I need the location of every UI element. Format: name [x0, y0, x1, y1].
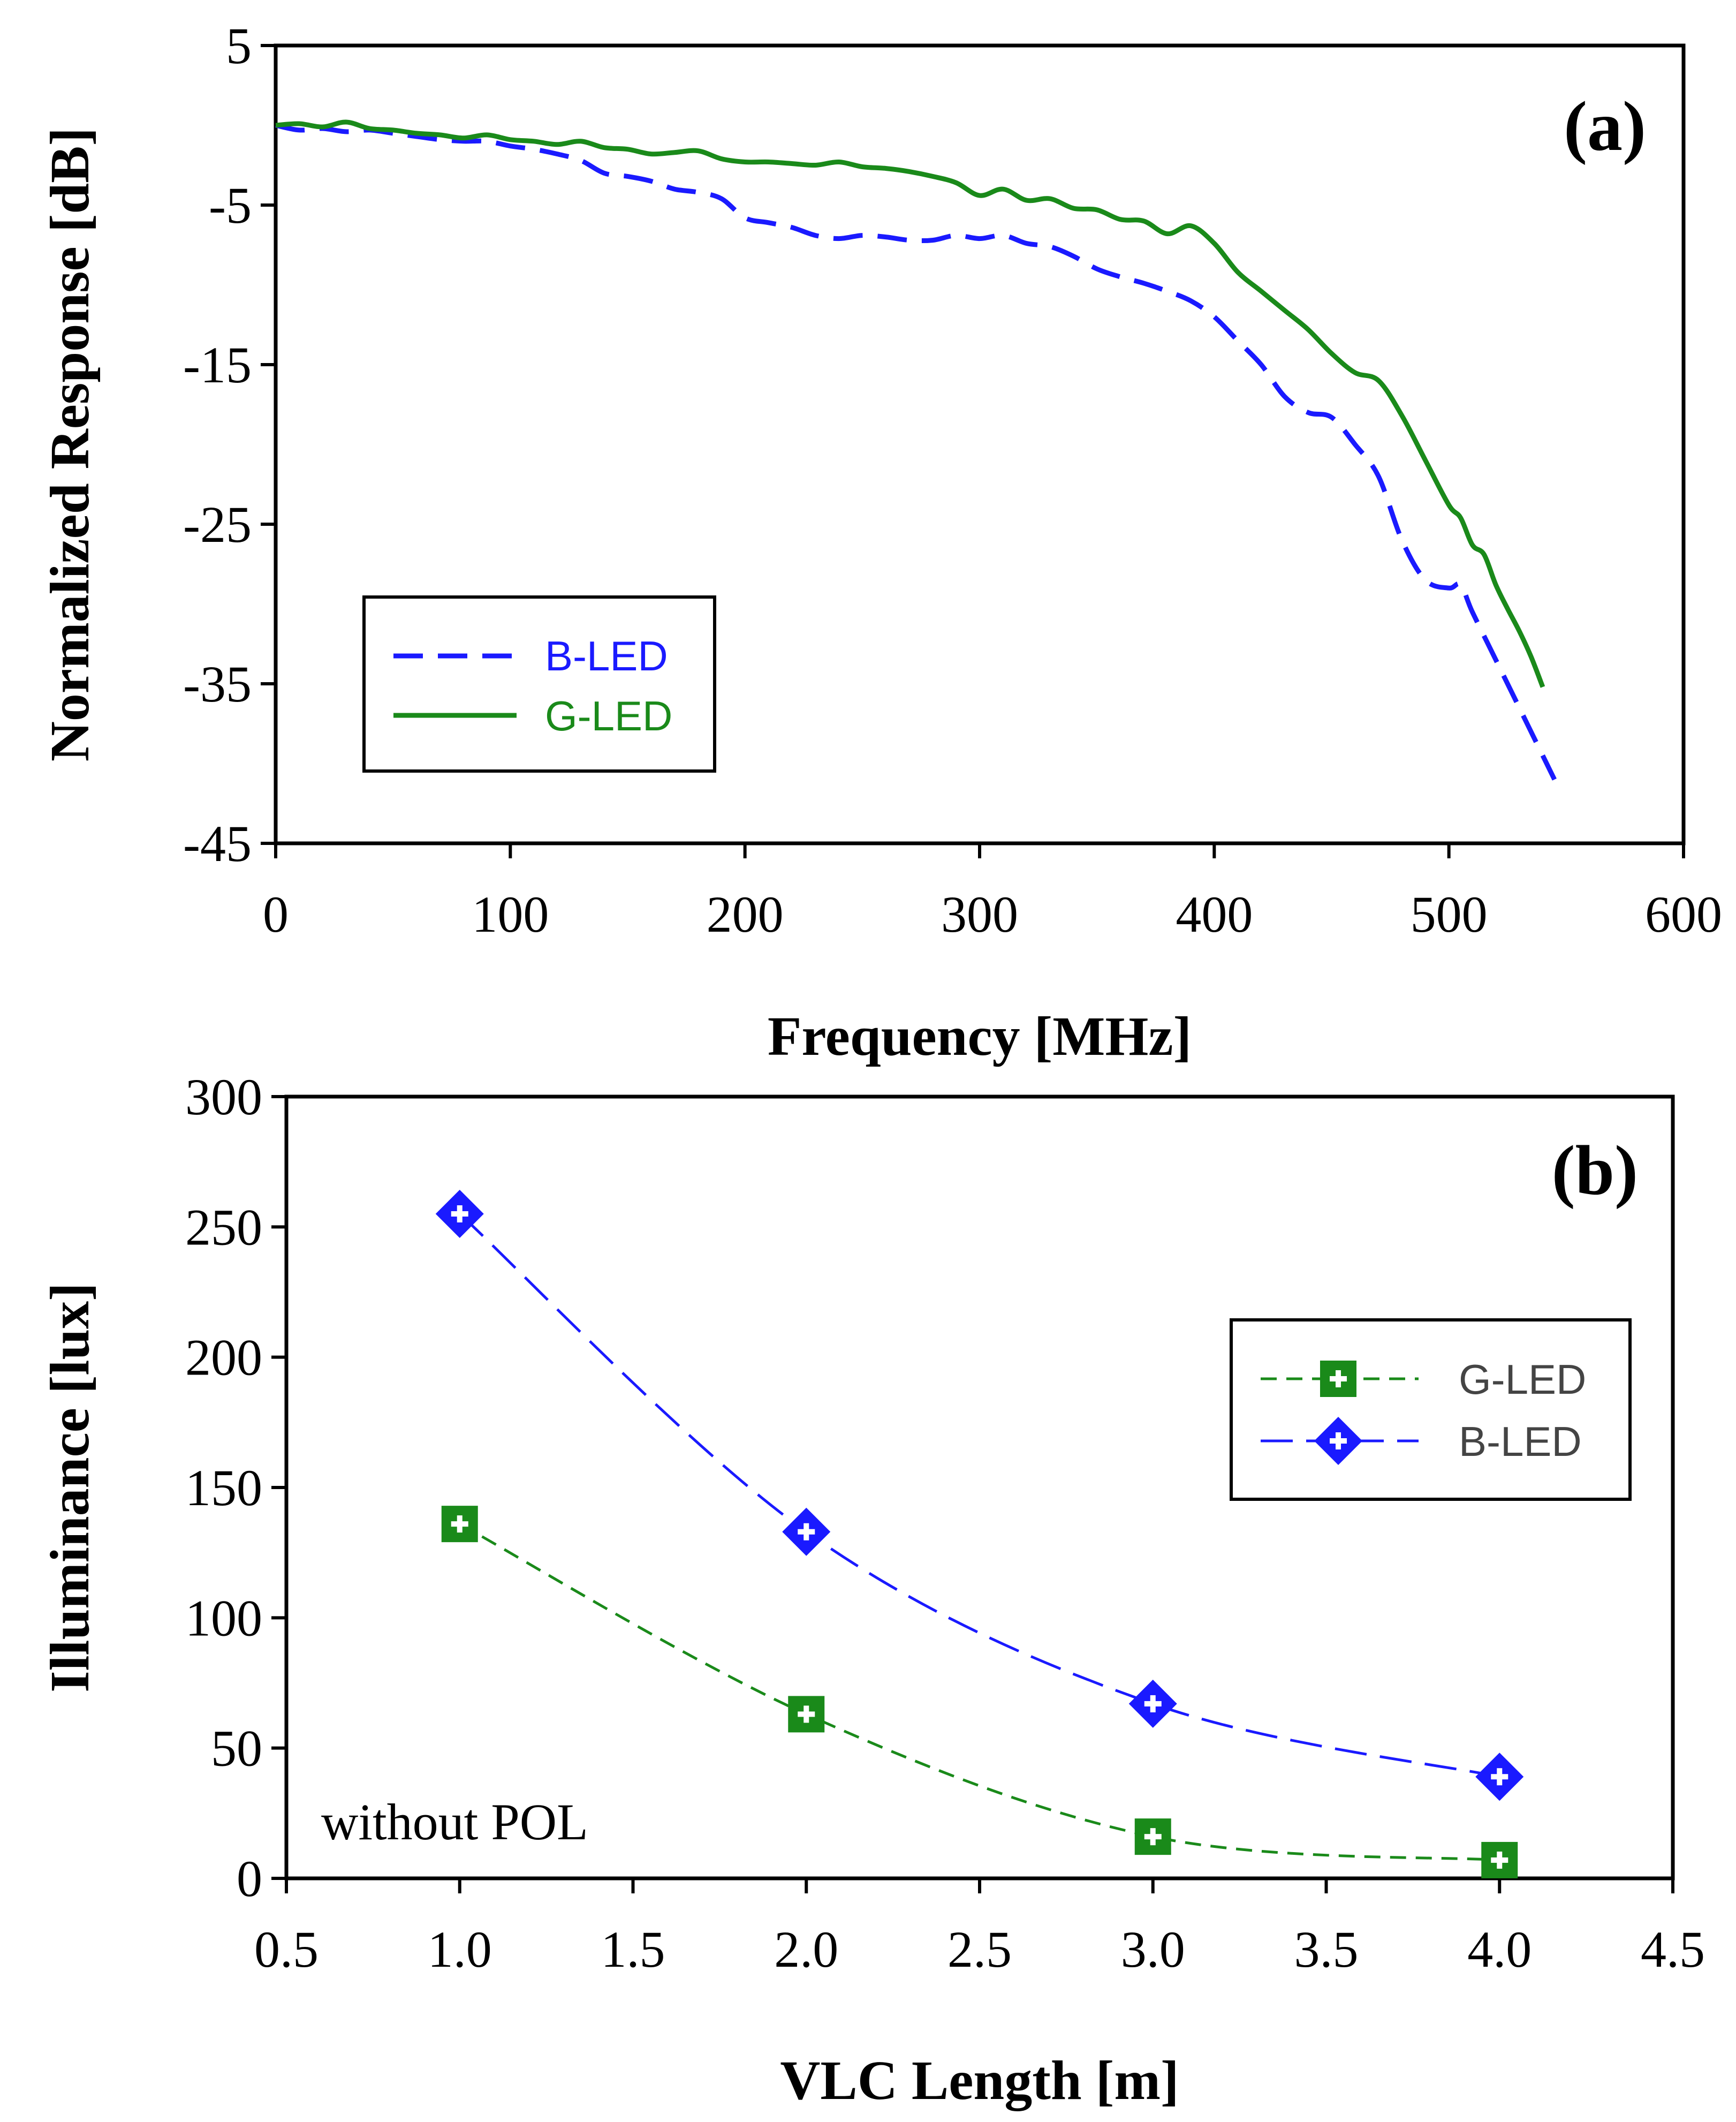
legend-marker-b-led-b — [1314, 1417, 1362, 1465]
panel-label-a: (a) — [1564, 87, 1646, 165]
legend-marker-shape — [1314, 1417, 1362, 1465]
x-axis-title-b: VLC Length [m] — [780, 2050, 1179, 2111]
data-point-b-led — [435, 1190, 484, 1238]
x-tick-label-b: 3.0 — [1121, 1921, 1185, 1978]
y-tick-label-a: -5 — [209, 177, 252, 234]
legend-box-a — [362, 595, 716, 773]
y-tick-label-a: -25 — [183, 496, 252, 553]
series-group-a — [275, 119, 1557, 781]
series-line-g-led-a — [275, 119, 1545, 688]
x-tick-label-a: 100 — [472, 886, 549, 943]
y-tick-label-a: -15 — [183, 336, 252, 394]
x-tick-label-b: 4.5 — [1641, 1921, 1705, 1978]
y-tick-label-a: 5 — [226, 17, 252, 74]
legend-marker-g-led-b — [1320, 1361, 1356, 1397]
x-tick-label-a: 400 — [1176, 886, 1253, 943]
panel-label-b: (b) — [1552, 1131, 1638, 1210]
y-tick-label-a: -35 — [183, 655, 252, 713]
x-tick-label-a: 500 — [1411, 886, 1488, 943]
y-tick-label-b: 0 — [237, 1850, 262, 1907]
x-tick-label-b: 1.0 — [428, 1921, 492, 1978]
data-point-g-led — [1134, 1818, 1171, 1855]
x-tick-labels-b: 0.5 1.0 1.5 2.0 2.5 3.0 3.5 4.0 4.5 — [254, 1921, 1705, 1978]
data-point-b-led — [1128, 1679, 1177, 1728]
legend-label-b-led-b: B-LED — [1459, 1418, 1582, 1465]
data-point-g-led — [788, 1696, 825, 1733]
y-tick-labels-a: 5 -5 -15 -25 -35 -45 — [183, 17, 252, 872]
chart-panel-b: 0 50 100 150 200 250 300 0.5 1.0 1.5 2.0 2.5 3.0 3.5… — [39, 1068, 1705, 2111]
series-group-b — [435, 1190, 1524, 1878]
x-tick-label-a: 200 — [707, 886, 784, 943]
x-tick-label-a: 600 — [1645, 886, 1722, 943]
tick-marks-b — [271, 1095, 1674, 1893]
y-tick-label-b: 50 — [211, 1720, 262, 1777]
y-tick-label-b: 300 — [185, 1068, 262, 1126]
y-axis-title-a: Normalized Response [dB] — [39, 127, 101, 761]
y-tick-label-b: 100 — [185, 1589, 262, 1647]
x-tick-label-b: 2.0 — [774, 1921, 838, 1978]
series-line-b-led-a — [275, 123, 1557, 781]
y-tick-label-b: 150 — [185, 1459, 262, 1516]
y-tick-labels-b: 0 50 100 150 200 250 300 — [185, 1068, 262, 1907]
x-tick-label-b: 4.0 — [1467, 1921, 1532, 1978]
x-tick-label-b: 1.5 — [601, 1921, 665, 1978]
x-axis-title-a: Frequency [MHz] — [768, 1006, 1192, 1067]
x-tick-label-a: 0 — [263, 886, 289, 943]
data-point-g-led — [1481, 1841, 1518, 1878]
chart-panel-a: 5-5-15-25-35-45 0 100 200 300 400 500 600 (a) … — [39, 17, 1722, 1067]
x-tick-label-b: 0.5 — [254, 1921, 319, 1978]
legend-box-b — [1230, 1318, 1632, 1501]
data-point-b-led — [782, 1507, 831, 1556]
series-line-b-led-b — [459, 1213, 1500, 1778]
y-tick-label-b: 200 — [185, 1329, 262, 1386]
series-line-g-led-b — [459, 1522, 1500, 1862]
y-tick-label-b: 250 — [185, 1198, 262, 1256]
legend-label-b-led-a: B-LED — [545, 632, 668, 679]
legend-label-g-led-a: G-LED — [545, 692, 672, 739]
data-point-g-led — [441, 1506, 478, 1543]
legend-a: B-LED G-LED — [362, 595, 716, 773]
tick-marks-a — [261, 44, 1685, 858]
y-axis-title-b: Illuminance [lux] — [39, 1282, 101, 1693]
x-tick-label-a: 300 — [941, 886, 1018, 943]
legend-b: G-LED B-LED — [1230, 1318, 1632, 1501]
y-tick-label-a: -45 — [183, 815, 252, 872]
x-tick-labels-a: 0 100 200 300 400 500 600 — [263, 886, 1722, 943]
data-point-b-led — [1475, 1753, 1524, 1801]
annotation-without-pol: without POL — [321, 1793, 588, 1851]
legend-label-g-led-b: G-LED — [1459, 1356, 1586, 1403]
x-tick-label-b: 3.5 — [1294, 1921, 1359, 1978]
x-tick-label-b: 2.5 — [947, 1921, 1012, 1978]
legend-marker-shape — [1320, 1361, 1356, 1397]
